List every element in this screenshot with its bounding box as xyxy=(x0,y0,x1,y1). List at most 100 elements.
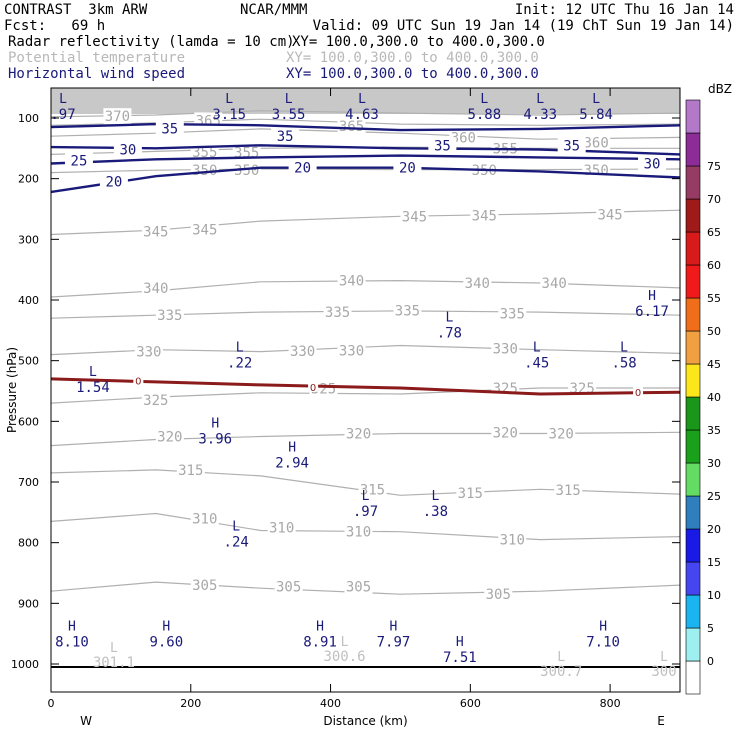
colorbar-swatch xyxy=(685,495,701,530)
extremum-symbol: H xyxy=(162,620,170,635)
theta-label-340: 340 xyxy=(465,276,490,292)
y-tick-label: 700 xyxy=(18,476,39,489)
upper-band xyxy=(51,88,680,114)
colorbar-swatch xyxy=(685,132,701,167)
theta-label-325: 325 xyxy=(493,381,518,397)
theta-label-370: 370 xyxy=(105,109,130,125)
theta-low-value: 300 xyxy=(651,664,676,680)
wind-label-20-bg xyxy=(99,173,128,190)
theta-label-330: 330 xyxy=(290,344,315,360)
colorbar-swatch xyxy=(685,627,701,662)
theta-label-335: 335 xyxy=(157,308,182,324)
theta-contour-350 xyxy=(51,168,680,174)
extremum-symbol: H xyxy=(456,635,464,650)
colorbar-label: 30 xyxy=(707,457,721,470)
extremum-value: .24 xyxy=(224,535,249,551)
extremum-value: .78 xyxy=(437,325,462,341)
theta-label-365-bg xyxy=(337,117,366,134)
x-tick-label: 600 xyxy=(460,697,481,710)
colorbar-swatch xyxy=(685,594,701,629)
y-tick-label: 100 xyxy=(18,112,39,125)
theta-label-305: 305 xyxy=(346,579,371,595)
theta-label-330: 330 xyxy=(339,343,364,359)
zero-label-bg xyxy=(133,375,144,386)
colorbar-swatch xyxy=(685,396,701,431)
zero-label: 0 xyxy=(135,377,141,388)
theta-label-315-bg xyxy=(176,461,205,478)
forecast-hour: Fcst: 69 h xyxy=(4,18,106,34)
extremum-symbol: L xyxy=(358,92,366,107)
theta-label-350-bg xyxy=(232,162,261,179)
theta-label-320-bg xyxy=(344,425,373,442)
theta-label-350: 350 xyxy=(472,163,497,179)
wind-label-35: 35 xyxy=(277,129,294,145)
colorbar-label: 10 xyxy=(707,589,721,602)
theta-label-310-bg xyxy=(344,523,373,540)
org-label: NCAR/MMM xyxy=(240,2,308,18)
colorbar-label: 20 xyxy=(707,523,721,536)
extremum-symbol: H xyxy=(648,289,656,304)
theta-label-315: 315 xyxy=(360,482,385,498)
field-wind-xy: XY= 100.0,300.0 to 400.0,300.0 xyxy=(286,66,539,82)
theta-label-345: 345 xyxy=(597,207,622,223)
theta-label-305: 305 xyxy=(486,587,511,603)
colorbar-label: 35 xyxy=(707,424,721,437)
extremum-symbol: L xyxy=(536,92,544,107)
theta-label-310: 310 xyxy=(500,533,525,549)
theta-label-345: 345 xyxy=(143,224,168,240)
colorbar-label: 75 xyxy=(707,160,721,173)
theta-low-value: 300.6 xyxy=(323,649,365,665)
colorbar-swatch xyxy=(685,330,701,365)
theta-label-340-bg xyxy=(463,275,492,292)
wind-label-25-bg xyxy=(64,152,93,169)
wind-label-35-bg xyxy=(428,137,457,154)
extremum-symbol: H xyxy=(68,620,76,635)
extremum-value: 7.51 xyxy=(443,650,477,666)
theta-label-315-bg xyxy=(358,481,387,498)
extremum-symbol: L xyxy=(89,365,97,380)
theta-label-340-bg xyxy=(141,279,170,296)
theta-label-330-bg xyxy=(134,343,163,360)
colorbar-label: 50 xyxy=(707,325,721,338)
extremum-value: 4.63 xyxy=(345,107,379,123)
wind-label-20-bg xyxy=(393,159,422,176)
wind-label-35: 35 xyxy=(161,121,178,137)
theta-label-350: 350 xyxy=(583,163,608,179)
theta-label-355: 355 xyxy=(234,146,259,162)
wind-contour-20 xyxy=(51,166,680,194)
theta-contour-305 xyxy=(51,581,680,595)
wind-label-35-bg xyxy=(271,128,300,145)
theta-label-315-bg xyxy=(456,484,485,501)
extremum-value: 7.97 xyxy=(377,635,411,651)
extremum-symbol: L xyxy=(480,92,488,107)
y-tick-label: 300 xyxy=(18,233,39,246)
wind-label-20: 20 xyxy=(105,175,122,191)
extremum-symbol: L xyxy=(431,489,439,504)
theta-label-335: 335 xyxy=(325,305,350,321)
theta-label-340: 340 xyxy=(143,281,168,297)
theta-contour-345 xyxy=(51,209,680,236)
colorbar-swatch xyxy=(685,231,701,266)
colorbar-label: 5 xyxy=(707,622,714,635)
theta-low-symbol: L xyxy=(660,650,668,665)
theta-label-315: 315 xyxy=(556,483,581,499)
wind-label-20: 20 xyxy=(399,161,416,177)
extremum-value: .58 xyxy=(611,356,636,372)
extremum-symbol: L xyxy=(592,92,600,107)
y-tick-label: 600 xyxy=(18,415,39,428)
theta-label-335-bg xyxy=(155,307,184,324)
extremum-symbol: L xyxy=(225,92,233,107)
theta-label-320-bg xyxy=(491,424,520,441)
x-tick-label: 0 xyxy=(48,697,55,710)
theta-label-330-bg xyxy=(491,340,520,357)
theta-label-315: 315 xyxy=(178,463,203,479)
colorbar-swatch xyxy=(685,363,701,398)
colorbar-swatch xyxy=(685,561,701,596)
theta-label-335-bg xyxy=(393,302,422,319)
y-tick-label: 800 xyxy=(18,537,39,550)
colorbar-label: 40 xyxy=(707,391,721,404)
theta-label-370-bg xyxy=(103,108,132,125)
extremum-symbol: H xyxy=(316,620,324,635)
theta-contour-335 xyxy=(51,310,680,319)
